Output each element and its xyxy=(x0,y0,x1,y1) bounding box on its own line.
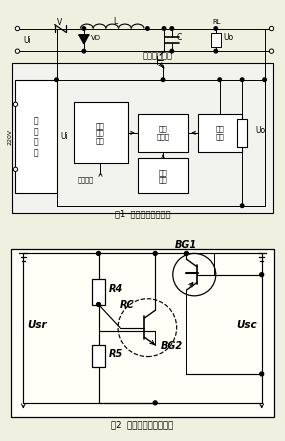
Circle shape xyxy=(82,27,86,30)
Text: Ui: Ui xyxy=(23,36,31,45)
Circle shape xyxy=(241,204,244,208)
Circle shape xyxy=(218,78,221,82)
Text: 开关调整元件: 开关调整元件 xyxy=(142,51,172,60)
Text: C: C xyxy=(177,34,182,42)
Bar xyxy=(138,114,188,152)
Circle shape xyxy=(260,273,264,277)
Circle shape xyxy=(184,251,188,255)
Text: V: V xyxy=(57,18,62,26)
Polygon shape xyxy=(79,35,89,44)
Circle shape xyxy=(15,26,20,31)
Text: 取样
电路: 取样 电路 xyxy=(215,126,224,140)
Circle shape xyxy=(146,27,149,30)
Text: 图1  直流开关电源原理: 图1 直流开关电源原理 xyxy=(115,209,170,219)
Bar xyxy=(92,280,105,305)
Circle shape xyxy=(269,26,274,31)
Text: BG2: BG2 xyxy=(161,341,183,351)
Bar xyxy=(198,114,242,152)
Text: 整
流
电
路: 整 流 电 路 xyxy=(34,117,38,157)
Circle shape xyxy=(153,251,157,255)
Circle shape xyxy=(263,78,266,82)
Text: Uo: Uo xyxy=(223,34,233,42)
Bar xyxy=(138,158,188,193)
Bar xyxy=(92,345,105,367)
Text: 基准
电路: 基准 电路 xyxy=(159,169,167,183)
Bar xyxy=(12,63,273,213)
Text: 脉冲
调宽
电路: 脉冲 调宽 电路 xyxy=(96,122,105,144)
Text: 220V: 220V xyxy=(7,129,12,145)
Circle shape xyxy=(241,78,244,82)
Text: 开关脉冲: 开关脉冲 xyxy=(78,176,94,183)
Circle shape xyxy=(55,78,58,82)
Text: RL: RL xyxy=(237,126,247,135)
Text: RL: RL xyxy=(212,19,221,25)
Bar xyxy=(211,33,221,47)
Circle shape xyxy=(13,167,18,172)
Text: Uo: Uo xyxy=(256,126,266,135)
Bar xyxy=(74,102,128,164)
Text: R5: R5 xyxy=(108,348,123,359)
Text: R4: R4 xyxy=(108,284,123,294)
Circle shape xyxy=(214,49,217,53)
Text: Usr: Usr xyxy=(27,320,47,330)
Circle shape xyxy=(153,401,157,405)
Circle shape xyxy=(82,49,86,53)
Circle shape xyxy=(269,49,274,53)
Bar xyxy=(15,80,56,193)
Circle shape xyxy=(162,27,166,30)
Text: VD: VD xyxy=(91,35,101,41)
Circle shape xyxy=(260,372,264,376)
Bar xyxy=(11,249,274,417)
Text: RC: RC xyxy=(120,300,135,310)
Circle shape xyxy=(97,251,101,255)
Circle shape xyxy=(97,303,101,306)
Bar xyxy=(237,119,247,147)
Text: 比较
放大器: 比较 放大器 xyxy=(156,126,170,140)
Text: Usc: Usc xyxy=(237,320,257,330)
Text: 图2  输入过电流保护电路: 图2 输入过电流保护电路 xyxy=(111,420,174,429)
Circle shape xyxy=(13,102,18,106)
Text: Ui: Ui xyxy=(60,132,68,141)
Circle shape xyxy=(170,49,174,53)
Circle shape xyxy=(161,78,165,82)
Circle shape xyxy=(15,49,20,53)
Circle shape xyxy=(170,27,174,30)
Circle shape xyxy=(214,27,217,30)
Text: BG1: BG1 xyxy=(175,239,197,250)
Text: L: L xyxy=(113,17,117,26)
